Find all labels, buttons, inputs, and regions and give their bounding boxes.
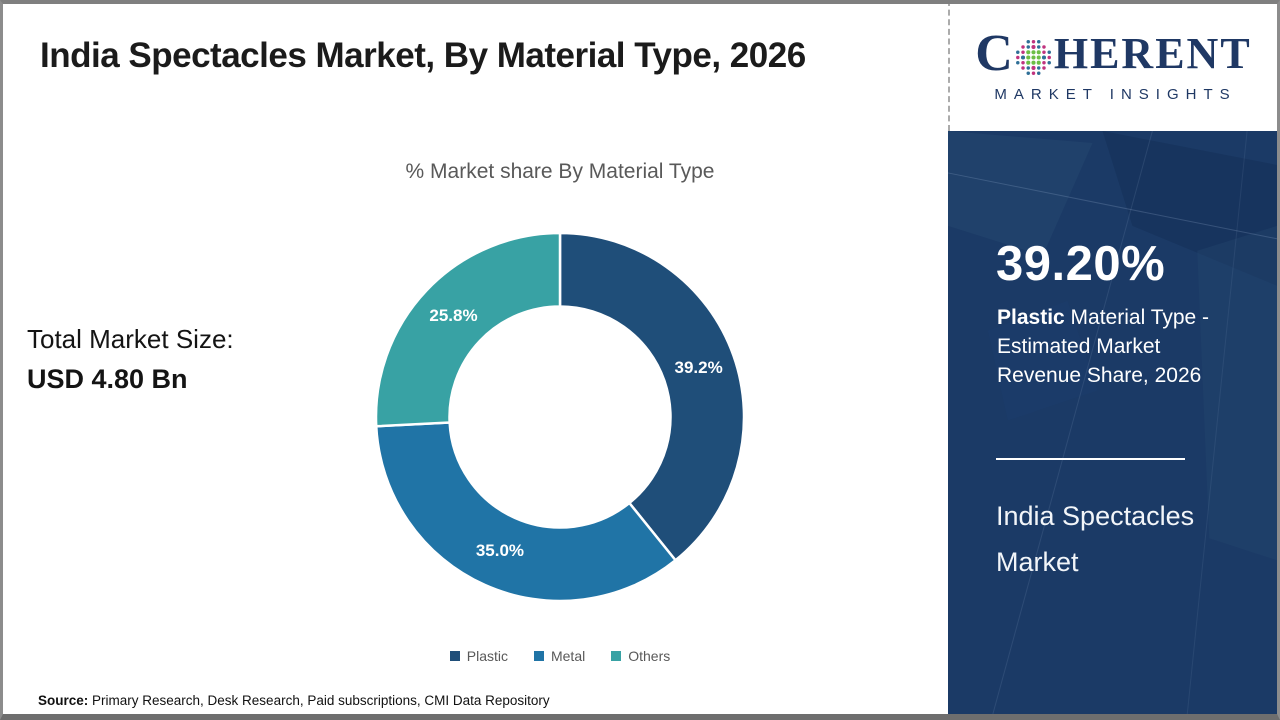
legend-item-plastic: Plastic: [449, 648, 508, 664]
donut-slice-others: [374, 231, 562, 428]
highlight-sidebar: 39.20% Plastic Material Type - Estimated…: [948, 131, 1277, 714]
globe-dot: [1041, 54, 1046, 60]
globe-dot: [1036, 54, 1041, 60]
brand-logo: C HERENT MARKET INSIGHTS: [948, 0, 1277, 131]
globe-dot: [1042, 65, 1046, 70]
sidebar-divider: [996, 458, 1185, 460]
legend-label: Plastic: [466, 648, 508, 664]
legend-swatch-others: [611, 651, 622, 661]
globe-dot: [1021, 44, 1025, 49]
globe-dot: [1026, 49, 1031, 54]
globe-dot: [1026, 65, 1030, 70]
logo-wordmark: C HERENT: [975, 28, 1251, 80]
globe-dot: [1042, 60, 1046, 64]
globe-dot: [1021, 50, 1025, 54]
source-text: Primary Research, Desk Research, Paid su…: [88, 693, 550, 708]
globe-dots-icon: [1015, 39, 1051, 75]
globe-dot: [1031, 49, 1036, 54]
legend-swatch-metal: [533, 651, 544, 661]
globe-dot: [1042, 44, 1046, 49]
globe-dot: [1031, 54, 1036, 60]
sidebar-market-name: India Spectacles Market: [996, 501, 1195, 577]
globe-dot: [1021, 60, 1025, 64]
globe-dot: [1047, 50, 1051, 54]
globe-dot: [1031, 44, 1036, 49]
logo-letter-c: C: [975, 25, 1014, 82]
donut-slice-plastic: [558, 231, 746, 562]
source-note: Source: Primary Research, Desk Research,…: [38, 693, 550, 708]
legend-item-metal: Metal: [533, 648, 586, 664]
total-market-size-label: Total Market Size:: [27, 324, 234, 354]
globe-dot: [1036, 39, 1041, 44]
globe-dot: [1026, 60, 1031, 65]
globe-dot: [1020, 54, 1025, 60]
page-title: India Spectacles Market, By Material Typ…: [40, 36, 806, 75]
globe-dot: [1047, 55, 1051, 59]
total-market-size-block: Total Market Size: USD 4.80 Bn: [27, 324, 234, 395]
globe-dot: [1036, 49, 1041, 54]
globe-dot: [1015, 55, 1020, 59]
globe-dot: [1047, 60, 1051, 64]
logo-subtitle: MARKET INSIGHTS: [994, 86, 1237, 103]
donut-chart: 39.2% 35.0% 25.8%: [372, 229, 748, 605]
globe-dot: [1031, 39, 1036, 44]
globe-dot: [1036, 44, 1041, 49]
globe-dot: [1026, 44, 1030, 49]
globe-dot: [1026, 39, 1030, 44]
globe-dot: [1042, 50, 1046, 54]
total-market-size-value: USD 4.80 Bn: [27, 364, 188, 394]
globe-dot: [1036, 60, 1041, 65]
globe-dot: [1031, 65, 1036, 70]
highlight-description-bold: Plastic: [997, 306, 1065, 329]
source-label: Source:: [38, 693, 89, 708]
globe-dot: [1021, 65, 1025, 70]
slice-label-others: 25.8%: [429, 305, 478, 325]
logo-word-rest: HERENT: [1053, 29, 1252, 78]
legend-label: Others: [628, 648, 671, 664]
donut-slice-metal: [374, 421, 677, 603]
legend-item-others: Others: [611, 648, 670, 664]
globe-dot: [1026, 54, 1031, 60]
globe-dot: [1015, 50, 1020, 54]
legend-swatch-plastic: [449, 651, 460, 661]
slice-label-plastic: 39.2%: [674, 358, 723, 378]
slice-label-metal: 35.0%: [475, 541, 525, 561]
globe-dot: [1031, 60, 1036, 65]
globe-dot: [1036, 70, 1041, 75]
chart-title: % Market share By Material Type: [405, 160, 715, 183]
legend-label: Metal: [550, 648, 586, 664]
chart-legend: Plastic Metal Others: [160, 648, 960, 664]
globe-dot: [1015, 60, 1020, 64]
highlight-percentage: 39.20%: [996, 237, 1166, 291]
highlight-description: Plastic Material Type - Estimated Market…: [997, 303, 1222, 390]
globe-dot: [1026, 70, 1030, 75]
globe-dot: [1036, 65, 1041, 70]
highlight-description-rest: Material Type - Estimated Market Revenue…: [997, 306, 1210, 387]
donut-chart-svg: [374, 231, 746, 603]
globe-dot: [1031, 70, 1036, 75]
world-map-texture: [948, 131, 1277, 714]
